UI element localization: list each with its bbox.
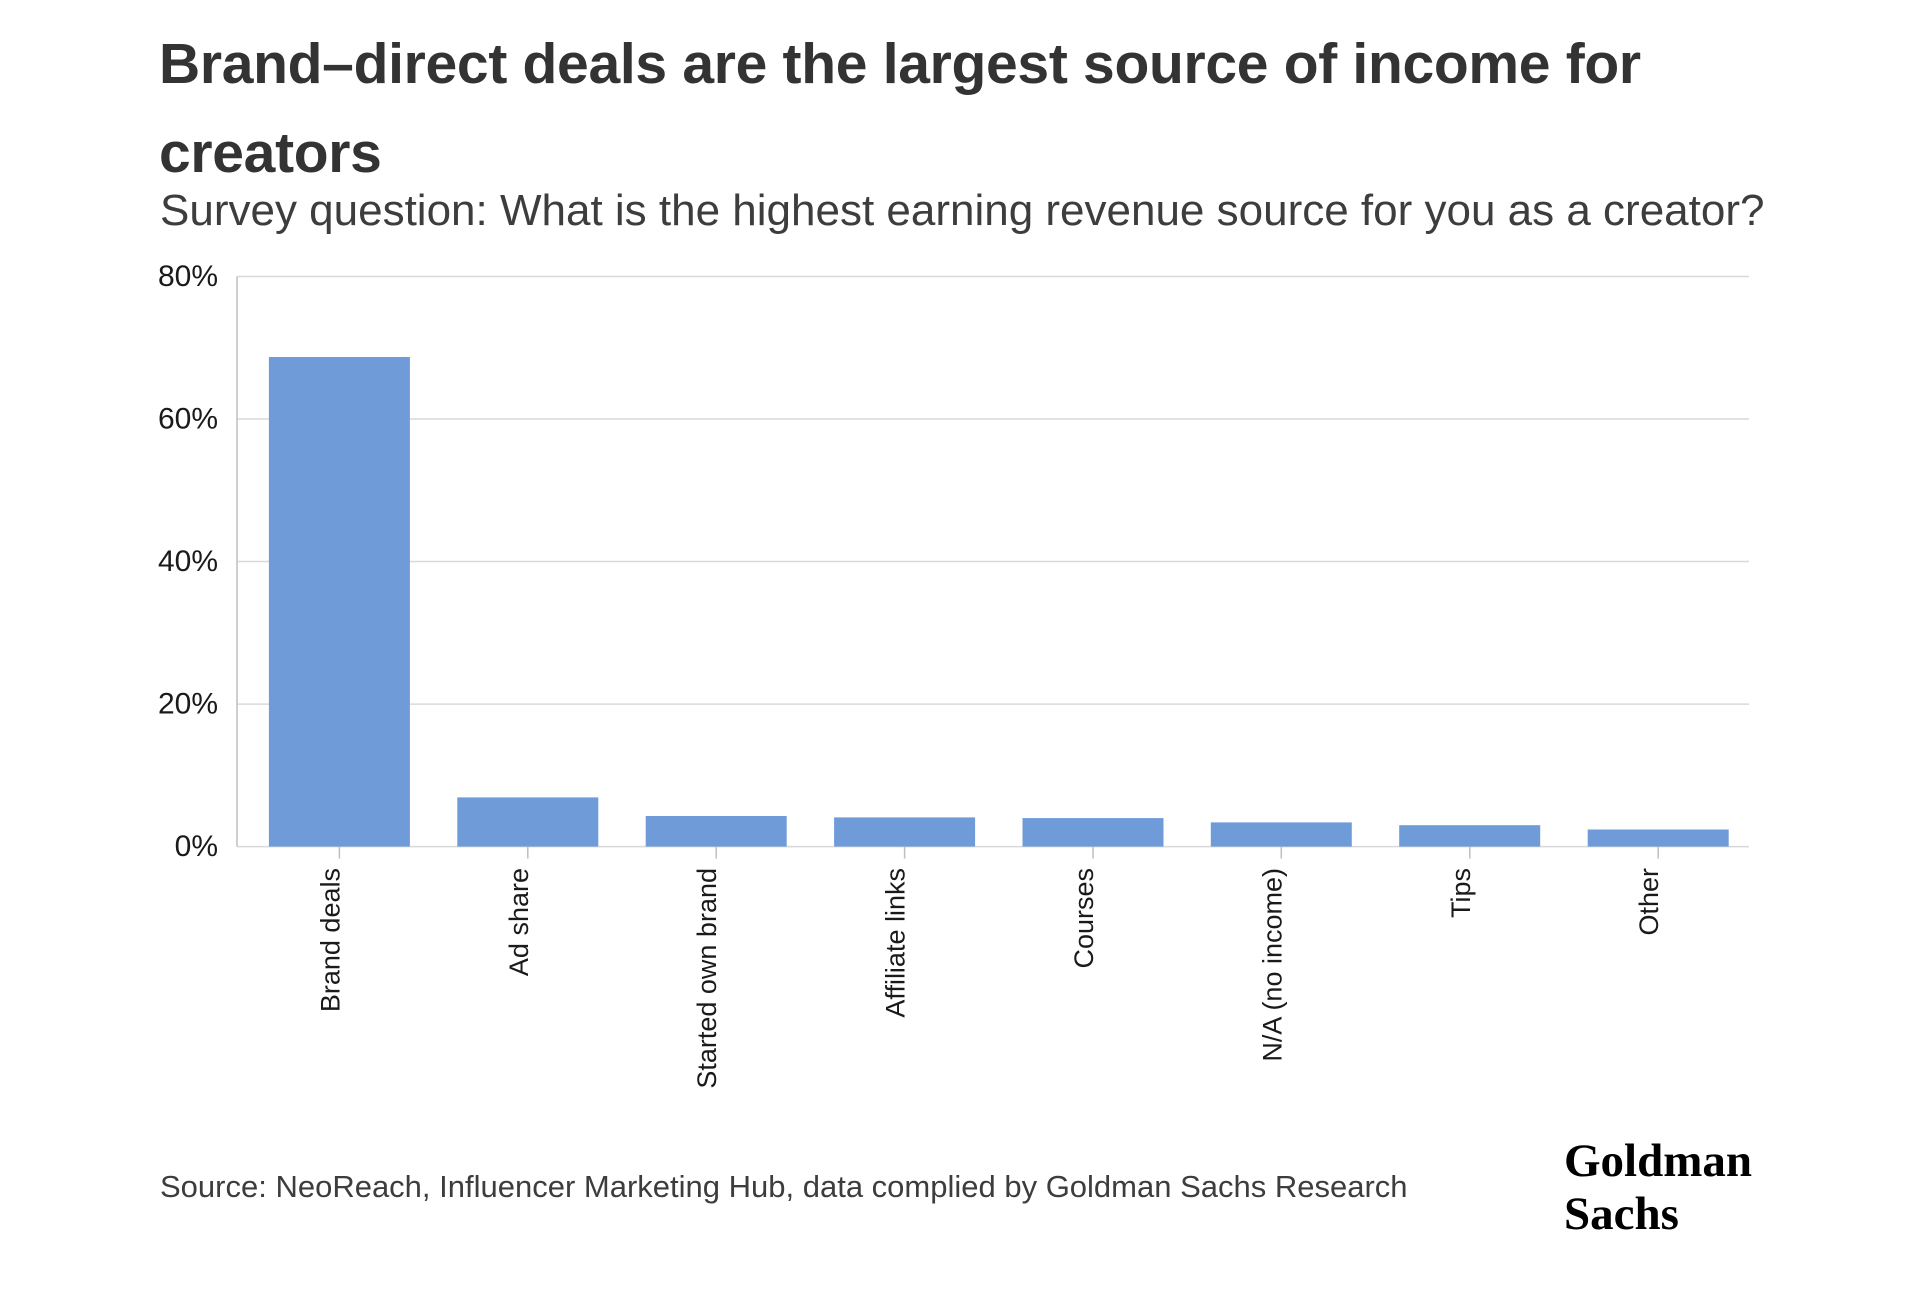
svg-text:Other: Other [1634,868,1664,936]
svg-text:60%: 60% [158,403,218,436]
svg-text:Courses: Courses [1069,868,1099,969]
svg-text:Started own brand: Started own brand [692,868,722,1089]
svg-text:20%: 20% [158,688,218,721]
svg-text:Ad share: Ad share [504,868,534,976]
svg-text:80%: 80% [158,260,218,293]
svg-text:N/A (no income): N/A (no income) [1257,868,1287,1062]
svg-text:0%: 0% [175,830,218,863]
svg-text:Affiliate links: Affiliate links [881,868,911,1018]
svg-text:Tips: Tips [1446,868,1476,918]
svg-text:40%: 40% [158,545,218,578]
svg-text:Brand deals: Brand deals [315,868,345,1012]
